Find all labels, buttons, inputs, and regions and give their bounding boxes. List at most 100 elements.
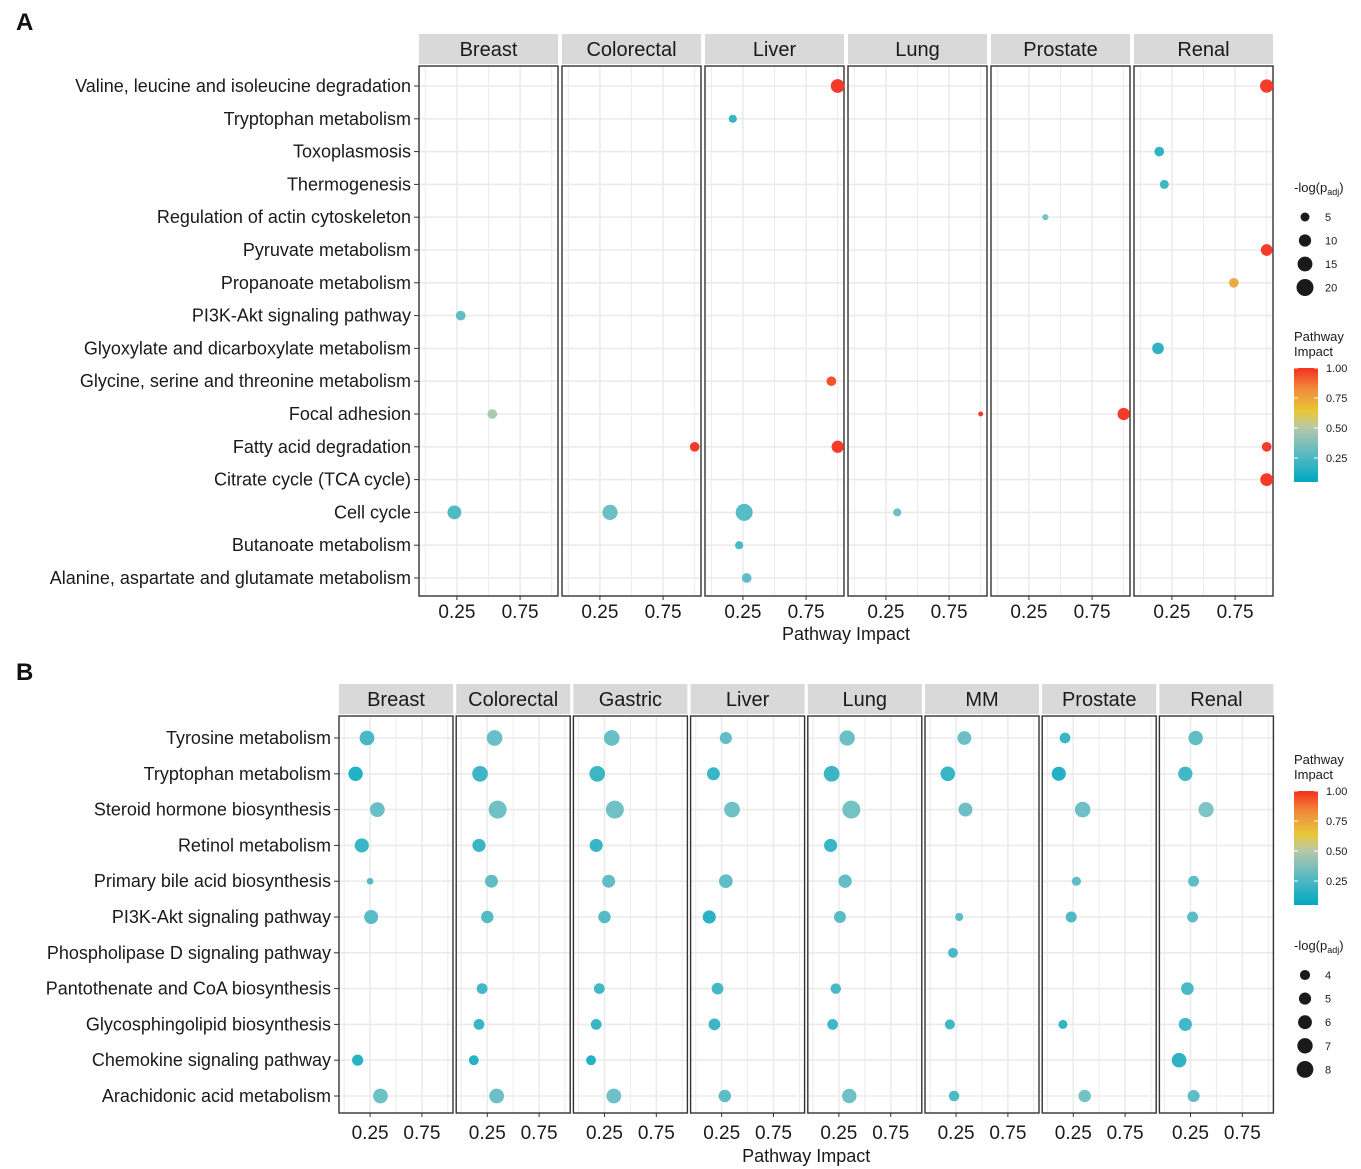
data-point-gastric-tyrosine-metabolism — [603, 730, 620, 746]
data-point-colorectal-chemokine-signaling-pathway — [468, 1055, 479, 1066]
color-legend-label: 0.25 — [1326, 876, 1347, 888]
x-tick-label: 0.75 — [788, 602, 825, 623]
color-legend-label: 1.00 — [1326, 786, 1347, 798]
data-point-liver-steroid-hormone-biosynthesis — [724, 801, 740, 818]
y-tick-label: Alanine, aspartate and glutamate metabol… — [50, 568, 411, 588]
facet-border — [704, 65, 845, 597]
data-point-prostate-tyrosine-metabolism — [1059, 732, 1071, 744]
data-point-breast-chemokine-signaling-pathway — [352, 1054, 364, 1066]
facet-strip — [925, 684, 1039, 714]
data-point-breast-arachidonic-acid-metabolism — [373, 1088, 388, 1104]
data-point-prostate-steroid-hormone-biosynthesis — [1074, 801, 1091, 818]
size-legend-label: 20 — [1325, 283, 1337, 295]
color-legend-label: 0.75 — [1326, 816, 1347, 828]
data-point-liver-cell-cycle — [735, 503, 753, 521]
data-point-lung-pantothenate-and-coa-biosynthesis — [830, 983, 842, 994]
color-legend-bar — [1294, 791, 1318, 905]
facet-label: Breast — [460, 39, 518, 61]
data-point-liver-butanoate-metabolism — [735, 541, 744, 550]
data-point-breast-focal-adhesion — [487, 409, 498, 419]
facet-breast: Breast 0.25 0.75 — [418, 34, 559, 623]
y-tick-label: Steroid hormone biosynthesis — [94, 800, 331, 820]
x-tick-label: 0.25 — [938, 1123, 975, 1144]
y-tick-label: Butanoate metabolism — [232, 535, 411, 555]
color-legend-label: 0.25 — [1326, 453, 1347, 465]
facet-mm: MM 0.25 0.75 — [924, 684, 1040, 1144]
facet-strip — [339, 684, 453, 714]
size-legend-label: 8 — [1325, 1064, 1331, 1076]
y-tick-label: Tryptophan metabolism — [144, 764, 331, 784]
panel-a: A Breast 0.25 0.75 Colorectal 0.25 0.75 Liver 0.… — [16, 9, 1347, 644]
x-tick-label: 0.75 — [521, 1123, 558, 1144]
facet-lung: Lung 0.25 0.75 — [847, 34, 988, 623]
size-legend-title: -log(padj) — [1294, 938, 1344, 955]
facet-border — [990, 65, 1131, 597]
data-point-colorectal-retinol-metabolism — [472, 838, 486, 852]
data-point-lung-pi3k-akt-signaling-pathway — [833, 911, 846, 923]
data-point-renal-tryptophan-metabolism — [1178, 766, 1193, 781]
data-point-gastric-pi3k-akt-signaling-pathway — [598, 910, 611, 924]
facet-label: Prostate — [1023, 39, 1097, 61]
x-tick-label: 0.25 — [1153, 602, 1190, 623]
color-legend-label: 0.75 — [1326, 393, 1347, 405]
x-tick-label: 0.75 — [403, 1123, 440, 1144]
x-tick-label: 0.25 — [820, 1123, 857, 1144]
facet-colorectal: Colorectal 0.25 0.75 — [455, 684, 571, 1144]
size-legend-label: 6 — [1325, 1017, 1331, 1029]
data-point-prostate-tryptophan-metabolism — [1051, 766, 1066, 781]
facet-strip — [1134, 34, 1273, 64]
size-legend-dot — [1297, 256, 1313, 272]
facet-strip — [456, 684, 571, 714]
color-legend-title-line1: Pathway — [1294, 329, 1344, 344]
y-tick-label: Primary bile acid biosynthesis — [94, 871, 331, 891]
facet-border — [924, 715, 1040, 1114]
data-point-liver-glycine-serine-and-threonine-metabolism — [826, 376, 837, 387]
data-point-mm-phospholipase-d-signaling-pathway — [948, 947, 958, 958]
y-tick-label: Chemokine signaling pathway — [92, 1050, 331, 1070]
y-tick-label: Thermogenesis — [287, 174, 411, 194]
facet-border — [561, 65, 702, 597]
facet-renal: Renal 0.25 0.75 — [1133, 34, 1274, 623]
data-point-lung-cell-cycle — [893, 508, 902, 517]
size-legend-label: 10 — [1325, 236, 1337, 248]
data-point-liver-tryptophan-metabolism — [728, 114, 737, 123]
data-point-gastric-arachidonic-acid-metabolism — [606, 1088, 622, 1104]
x-tick-label: 0.75 — [1107, 1123, 1144, 1144]
data-point-colorectal-fatty-acid-degradation — [689, 441, 700, 452]
x-tick-label: 0.75 — [872, 1123, 909, 1144]
y-tick-label: Retinol metabolism — [178, 835, 331, 855]
data-point-breast-retinol-metabolism — [354, 838, 369, 853]
facet-label: Breast — [367, 689, 425, 711]
facet-border — [807, 715, 923, 1114]
facet-label: Gastric — [599, 689, 662, 711]
data-point-colorectal-glycosphingolipid-biosynthesis — [473, 1019, 485, 1030]
data-point-colorectal-steroid-hormone-biosynthesis — [488, 800, 507, 819]
data-point-breast-cell-cycle — [447, 505, 462, 520]
data-point-prostate-pi3k-akt-signaling-pathway — [1065, 911, 1077, 923]
y-tick-label: Regulation of actin cytoskeleton — [157, 207, 411, 227]
data-point-lung-tyrosine-metabolism — [839, 730, 855, 746]
y-tick-label: Pyruvate metabolism — [243, 240, 411, 260]
data-point-renal-toxoplasmosis — [1154, 146, 1165, 157]
data-point-renal-primary-bile-acid-biosynthesis — [1188, 875, 1200, 887]
facet-label: MM — [965, 689, 998, 711]
data-point-mm-pi3k-akt-signaling-pathway — [955, 912, 964, 922]
data-point-prostate-glycosphingolipid-biosynthesis — [1058, 1019, 1068, 1029]
y-tick-label: Pantothenate and CoA biosynthesis — [46, 979, 331, 999]
data-point-colorectal-arachidonic-acid-metabolism — [489, 1088, 504, 1104]
facet-strip — [1042, 684, 1157, 714]
facet-label: Lung — [895, 39, 940, 61]
data-point-liver-glycosphingolipid-biosynthesis — [708, 1018, 721, 1031]
size-legend-label: 4 — [1325, 970, 1331, 982]
data-point-renal-glycosphingolipid-biosynthesis — [1178, 1017, 1192, 1031]
facet-border — [338, 715, 454, 1114]
y-tick-label: Fatty acid degradation — [233, 437, 411, 457]
data-point-mm-tryptophan-metabolism — [940, 766, 956, 782]
data-point-colorectal-pantothenate-and-coa-biosynthesis — [476, 983, 488, 994]
color-legend-label: 0.50 — [1326, 846, 1347, 858]
y-tick-label: Arachidonic acid metabolism — [102, 1086, 331, 1106]
data-point-liver-arachidonic-acid-metabolism — [718, 1089, 732, 1103]
facet-colorectal: Colorectal 0.25 0.75 — [561, 34, 702, 623]
x-tick-label: 0.25 — [469, 1123, 506, 1144]
y-tick-label: Phospholipase D signaling pathway — [47, 943, 331, 963]
